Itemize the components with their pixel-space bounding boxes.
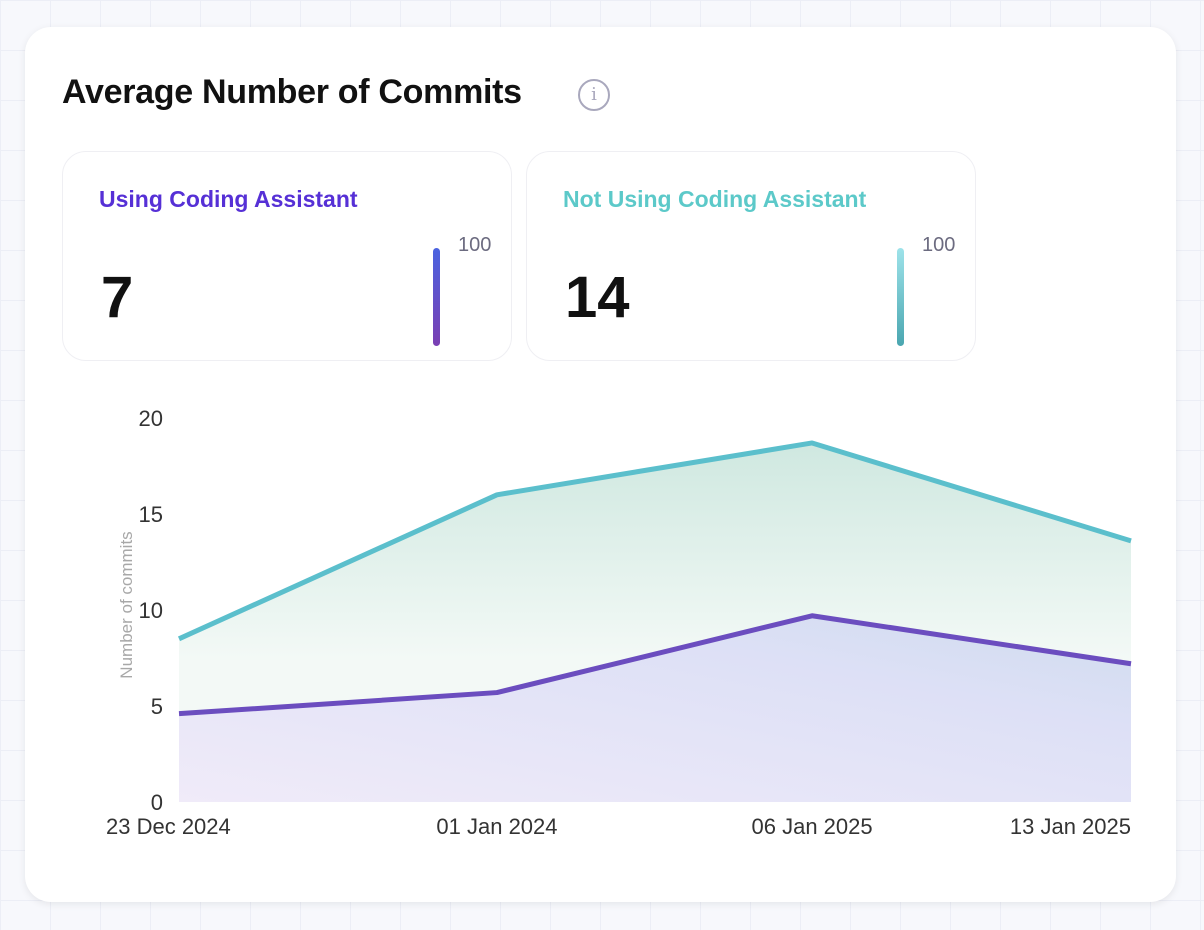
x-tick-label: 13 Jan 2025 bbox=[1010, 814, 1131, 839]
y-tick-label: 0 bbox=[151, 790, 163, 815]
series-line bbox=[177, 440, 1132, 642]
y-tick-label: 5 bbox=[151, 694, 163, 719]
x-tick-label: 06 Jan 2025 bbox=[752, 814, 873, 839]
stat-label: Using Coding Assistant bbox=[99, 186, 358, 212]
y-tick-label: 10 bbox=[139, 598, 163, 623]
stat-value: 7 bbox=[101, 265, 134, 330]
x-tick-label: 23 Dec 2024 bbox=[106, 814, 231, 839]
series-area bbox=[179, 615, 1131, 802]
x-tick-label: 01 Jan 2024 bbox=[436, 814, 557, 839]
stat-card-not-using-assistant: Not Using Coding Assistant 14 100 bbox=[526, 151, 976, 361]
scale-bar bbox=[897, 248, 904, 346]
stat-card-using-assistant: Using Coding Assistant 7 100 bbox=[62, 151, 512, 361]
scale-max: 100 bbox=[458, 234, 492, 256]
series-line bbox=[178, 613, 1132, 717]
y-tick-label: 20 bbox=[139, 406, 163, 431]
scale-bar bbox=[433, 248, 440, 346]
stat-label: Not Using Coding Assistant bbox=[563, 186, 867, 212]
y-axis-label: Number of commits bbox=[117, 531, 136, 678]
scale-max: 100 bbox=[922, 234, 956, 256]
stat-value: 14 bbox=[565, 265, 630, 330]
info-icon[interactable]: i bbox=[578, 79, 610, 111]
card-title: Average Number of Commits bbox=[62, 73, 522, 111]
y-tick-label: 15 bbox=[139, 502, 163, 527]
